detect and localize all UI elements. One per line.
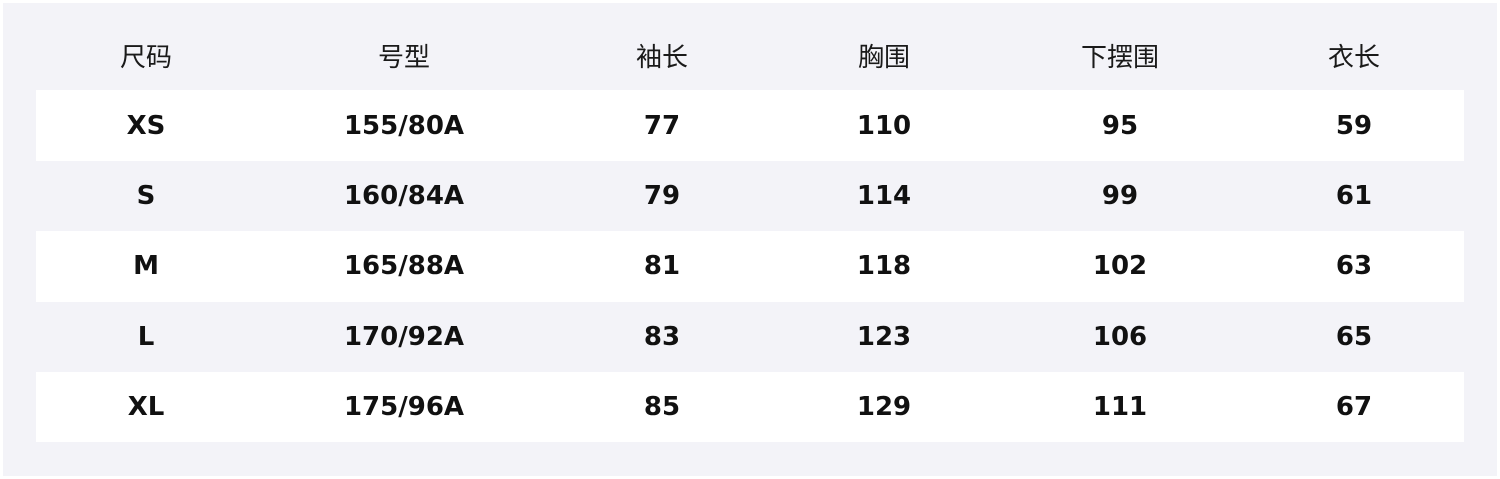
table-cell: 63	[1335, 251, 1373, 282]
table-cell: 118	[856, 251, 912, 282]
table-row: M 165/88A 81 118 102 63	[36, 231, 1464, 302]
table-cell: 102	[1092, 251, 1148, 282]
table-cell: 110	[856, 110, 912, 141]
table-cell: M	[133, 251, 159, 282]
table-cell: 129	[856, 392, 912, 423]
table-cell: 59	[1335, 110, 1373, 141]
table-cell: 165/88A	[343, 251, 465, 282]
table-cell: 67	[1335, 392, 1373, 423]
table-cell: 95	[1101, 110, 1139, 141]
table-cell: 106	[1092, 321, 1148, 352]
header-hem: 下摆围	[1080, 42, 1159, 73]
table-cell: 123	[856, 321, 912, 352]
table-cell: 160/84A	[343, 180, 465, 211]
table-cell: 111	[1092, 392, 1148, 423]
table-cell: XS	[126, 110, 166, 141]
size-table: 尺码 号型 袖长 胸围 下摆围 衣长 XS 155/80A 77 110 95 59 S 16…	[36, 20, 1464, 443]
table-cell: 77	[643, 110, 681, 141]
header-length: 衣长	[1327, 42, 1380, 73]
table-cell: 170/92A	[343, 321, 465, 352]
table-cell: 61	[1335, 180, 1373, 211]
table-cell: S	[136, 180, 156, 211]
size-chart-panel: 尺码 号型 袖长 胸围 下摆围 衣长 XS 155/80A 77 110 95 59 S 16…	[3, 3, 1497, 476]
header-size: 尺码	[119, 42, 172, 73]
table-row: XS 155/80A 77 110 95 59	[36, 90, 1464, 161]
table-row: XL 175/96A 85 129 111 67	[36, 371, 1464, 443]
table-header-row: 尺码 号型 袖长 胸围 下摆围 衣长	[36, 20, 1464, 90]
table-row: L 170/92A 83 123 106 65	[36, 302, 1464, 372]
header-chest: 胸围	[857, 42, 910, 73]
table-cell: 79	[643, 180, 681, 211]
table-cell: 155/80A	[343, 110, 465, 141]
table-cell: XL	[127, 392, 165, 423]
table-cell: 81	[643, 251, 681, 282]
header-sleeve-length: 袖长	[635, 42, 688, 73]
table-cell: 99	[1101, 180, 1139, 211]
table-cell: 114	[856, 180, 912, 211]
table-cell: 65	[1335, 321, 1373, 352]
header-fit: 号型	[377, 42, 430, 73]
table-cell: 83	[643, 321, 681, 352]
table-row: S 160/84A 79 114 99 61	[36, 161, 1464, 231]
table-cell: 85	[643, 392, 681, 423]
table-cell: 175/96A	[343, 392, 465, 423]
table-cell: L	[137, 321, 155, 352]
